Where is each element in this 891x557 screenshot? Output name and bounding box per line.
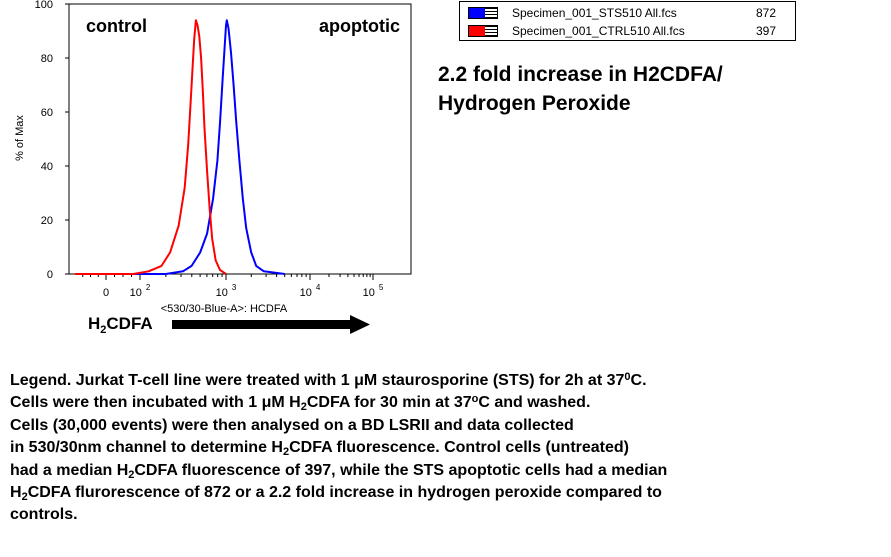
histogram-chart: 0 20 40 60 80 100 0 10 2 10 3 10 4 10 5 % of Max <530… — [14, 0, 412, 334]
series-line-sts — [106, 19, 285, 275]
series-line-ctrl — [75, 19, 227, 275]
legend-item-sts: Specimen_001_STS510 All.fcs 872 — [468, 5, 788, 21]
annotation-control: control — [86, 16, 147, 36]
blue-swatch-icon — [468, 7, 498, 19]
y-tick-label: 100 — [35, 0, 53, 11]
chart-legend: Specimen_001_STS510 All.fcs 872 Specimen… — [459, 1, 796, 41]
legend-count: 397 — [756, 24, 777, 38]
caption-line: Cells were then incubated with 1 μM H2CD… — [10, 393, 591, 414]
legend-label: Specimen_001_CTRL510 All.fcs — [512, 24, 685, 38]
headline-line-2: Hydrogen Peroxide — [438, 92, 631, 115]
x-tick-label: 0 — [103, 287, 109, 299]
y-tick-label: 60 — [41, 107, 53, 119]
legend-item-ctrl: Specimen_001_CTRL510 All.fcs 397 — [468, 23, 788, 39]
caption-line: H2CDFA flurorescence of 872 or a 2.2 fol… — [10, 484, 662, 504]
headline: 2.2 fold increase in H2CDFA/ Hydrogen Pe… — [438, 60, 723, 118]
legend-label: Specimen_001_STS510 All.fcs — [512, 6, 677, 20]
x-axis-label: <530/30-Blue-A>: HCDFA — [161, 303, 288, 315]
caption-line: controls. — [10, 506, 78, 524]
caption-line: Legend. Jurkat T-cell line were treated … — [10, 371, 647, 390]
annotation-apoptotic: apoptotic — [319, 16, 400, 36]
x-tick-label: 10 5 — [363, 283, 384, 299]
caption-line: had a median H2CDFA fluorescence of 397,… — [10, 461, 668, 481]
caption-line: in 530/30nm channel to determine H2CDFA … — [10, 439, 630, 459]
legend-count: 872 — [756, 6, 777, 20]
figure-caption: Legend. Jurkat T-cell line were treated … — [10, 370, 870, 527]
y-tick-label: 40 — [41, 161, 53, 173]
y-tick-label: 0 — [47, 269, 53, 281]
y-tick-label: 80 — [41, 53, 53, 65]
y-tick-label: 20 — [41, 215, 53, 227]
plot-frame — [68, 3, 412, 275]
x-tick-label: 10 3 — [216, 283, 237, 299]
red-swatch-icon — [468, 25, 498, 37]
caption-line: Cells (30,000 events) were then analysed… — [10, 416, 574, 434]
y-axis-label: % of Max — [14, 115, 26, 161]
headline-line-1: 2.2 fold increase in H2CDFA/ — [438, 63, 723, 86]
arrow-graphic — [172, 315, 370, 334]
x-tick-label: 10 4 — [300, 283, 321, 299]
arrow-label: H2CDFA — [88, 314, 153, 336]
x-tick-label: 10 2 — [130, 283, 151, 299]
